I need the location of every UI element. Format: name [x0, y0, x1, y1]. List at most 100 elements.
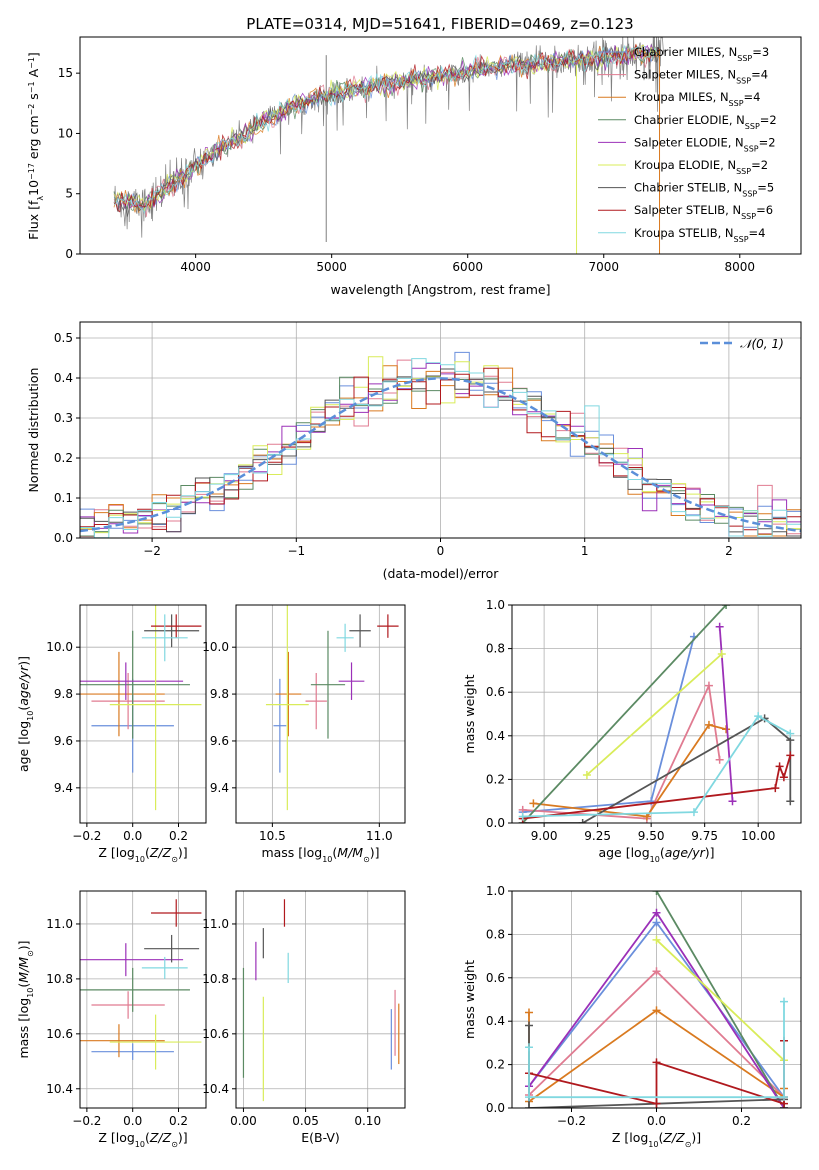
panel-spectrum: 4000 5000 6000 7000 8000 0 5 10 15 wavelength [An… — [26, 36, 802, 297]
marker-kroupa_elodie — [717, 650, 726, 659]
y-axis-label: age [log10(age/yr)] — [16, 656, 35, 772]
x-axis-label: Z [log10(Z/Z⊙)] — [612, 1130, 701, 1149]
label-part: Z/Z — [662, 1130, 685, 1145]
normal-curve — [80, 377, 801, 533]
axes-frame — [79, 36, 802, 255]
label-part: =4 — [744, 90, 761, 104]
y-tick-label: 15 — [58, 66, 73, 80]
legend-entry: Kroupa ELODIE, NSSP=2 — [634, 158, 768, 176]
label-part: 10 — [650, 855, 660, 864]
label-part: SSP — [736, 76, 751, 85]
label-part: s — [26, 93, 41, 104]
y-tick-label: 5 — [65, 187, 73, 201]
y-tick-label: 10.4 — [202, 1082, 229, 1096]
x-tick-label: 0.0 — [123, 829, 142, 843]
histogram-chabrier_stelib — [80, 368, 801, 537]
histogram-kroupa_stelib — [80, 358, 801, 538]
label-part: SSP — [744, 144, 759, 153]
panel-weight_Z: −0.2 0.0 0.2 0.0 0.2 0.4 0.6 0.8 1.0 Z [log10(Z/Z… — [462, 884, 802, 1149]
marker-chabrier_stelib — [786, 797, 795, 806]
panel-residuals: −2 −1 0 1 2 0.0 0.1 0.2 0.3 0.4 0.5 (data-model)/er… — [26, 321, 802, 581]
plot-area — [113, 37, 665, 254]
y-tick-label: 1.0 — [486, 884, 505, 898]
label-part: 10 — [26, 711, 35, 721]
y-axis-label: Flux [fλ10−17 erg cm−2 s−1 A−1] — [26, 52, 45, 240]
marker-salpeter_elodie — [652, 908, 661, 917]
label-part: ⊙ — [363, 855, 370, 864]
legend-entry: Chabrier MILES, NSSP=3 — [634, 45, 769, 63]
x-tick-label: 10.5 — [259, 829, 286, 843]
axes-frame — [235, 604, 406, 824]
marker-salpeter_miles — [704, 681, 713, 690]
y-tick-label: 0.2 — [486, 1058, 505, 1072]
legend-entry: Salpeter STELIB, NSSP=6 — [634, 203, 773, 221]
y-tick-label: 10.0 — [202, 640, 229, 654]
label-part: age [log — [598, 845, 649, 860]
label-part: ( — [332, 845, 337, 860]
label-part: ⊙ — [685, 1140, 692, 1149]
label-part: =6 — [756, 203, 773, 217]
marker-kroupa_stelib — [780, 997, 788, 1006]
label-part: Flux [f — [26, 200, 41, 240]
label-part: SSP — [737, 54, 752, 63]
y-tick-label: 9.6 — [54, 734, 73, 748]
axes-frame — [511, 604, 802, 824]
y-tick-label: 0.8 — [486, 642, 505, 656]
label-part: )] — [370, 845, 380, 860]
label-part: −2 — [27, 104, 36, 116]
marker-kroupa_miles — [704, 720, 713, 729]
x-tick-label: 0.0 — [123, 1114, 142, 1128]
x-tick-label: 9.25 — [584, 829, 611, 843]
label-part: Salpeter STELIB, N — [634, 203, 741, 217]
figure-title: PLATE=0314, MJD=51641, FIBERID=0469, z=0… — [246, 15, 633, 33]
legend: Chabrier MILES, NSSP=3 Salpeter MILES, NS… — [598, 45, 777, 243]
marker-chabrier_stelib — [525, 1021, 533, 1030]
label-part: Kroupa ELODIE, N — [634, 158, 736, 172]
label-part: Z [log — [98, 1130, 134, 1145]
label-part: ⊙ — [171, 1140, 178, 1149]
marker-salpeter_stelib — [775, 762, 784, 771]
marker-salpeter_elodie — [728, 797, 737, 806]
label-part: erg cm — [26, 116, 41, 164]
label-part: Salpeter ELODIE, N — [634, 135, 744, 149]
legend-entry: Salpeter MILES, NSSP=4 — [634, 68, 768, 86]
marker-kroupa_stelib — [525, 1043, 533, 1052]
legend-entry: Kroupa MILES, NSSP=4 — [634, 90, 760, 108]
x-axis-label: age [log10(age/yr)] — [598, 845, 714, 864]
marker-kroupa_stelib — [780, 1093, 788, 1102]
label-part: Kroupa STELIB, N — [634, 226, 734, 240]
marker-salpeter_elodie — [715, 622, 724, 631]
label-part: =4 — [751, 68, 768, 82]
y-tick-label: 0.2 — [54, 451, 73, 465]
legend-entry: Chabrier STELIB, NSSP=5 — [634, 181, 774, 199]
x-tick-label: −2 — [143, 544, 161, 558]
x-tick-label: 0.2 — [169, 1114, 188, 1128]
label-part: −1 — [27, 81, 36, 93]
x-tick-label: −0.2 — [72, 829, 101, 843]
label-part: 10 — [26, 988, 35, 998]
weight-line-kroupa_elodie — [655, 939, 785, 1061]
marker-kroupa_stelib — [525, 1093, 533, 1102]
label-part: SSP — [736, 167, 751, 176]
x-tick-label: 5000 — [316, 260, 347, 274]
x-tick-label: 7000 — [588, 260, 619, 274]
axes-frame — [235, 890, 406, 1109]
marker-chabrier_stelib — [525, 1104, 533, 1108]
axes-frame — [79, 890, 207, 1109]
y-axis-label: mass [log10(M/M⊙)] — [16, 940, 35, 1058]
plot-area — [525, 891, 788, 1108]
x-tick-label: 2 — [725, 544, 733, 558]
x-tick-label: 1 — [581, 544, 589, 558]
label-part: )] — [705, 845, 715, 860]
x-tick-label: −1 — [287, 544, 305, 558]
label-part: 10 — [26, 180, 41, 196]
label-part: =2 — [760, 113, 777, 127]
label-part: ( — [16, 706, 31, 711]
x-axis-label: wavelength [Angstrom, rest frame] — [330, 282, 550, 297]
y-tick-label: 9.8 — [54, 687, 73, 701]
marker-salpeter_stelib — [652, 1099, 661, 1108]
y-tick-label: 0.5 — [54, 331, 73, 345]
plot-area — [518, 605, 795, 823]
marker-kroupa_miles — [529, 799, 538, 808]
